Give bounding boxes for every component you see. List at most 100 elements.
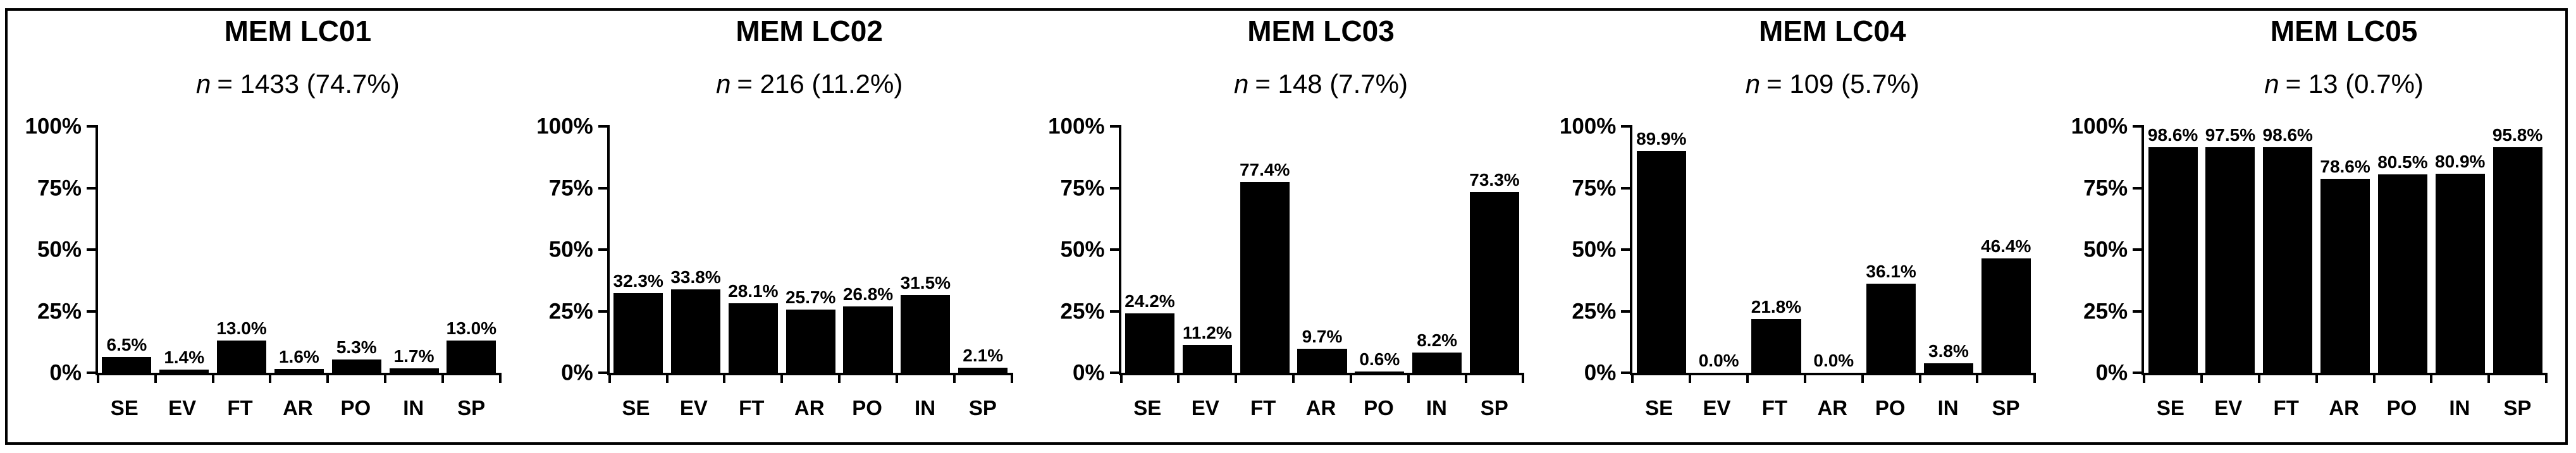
x-axis-tick: [1976, 373, 1979, 383]
n-count-text: = 216 (11.2%): [737, 69, 903, 99]
x-axis-label: EV: [1191, 396, 1219, 420]
n-count-text: = 109 (5.7%): [1766, 69, 1920, 99]
bar-value-label: 0.6%: [1359, 349, 1400, 369]
y-axis-tick: [1621, 310, 1633, 313]
x-axis-labels: SE EV FT AR PO IN SP: [607, 397, 1012, 418]
chart-title: MEM LC01: [224, 15, 372, 47]
bar-value-label: 2.1%: [963, 345, 1004, 365]
x-axis-label: FT: [2273, 396, 2299, 420]
bar-value-label: 0.0%: [1813, 351, 1854, 370]
x-axis-tick: [1918, 373, 1921, 383]
bar-value-label: 31.5%: [900, 273, 951, 293]
y-axis-label: 75%: [37, 176, 82, 200]
panel-mem-lc04: MEM LC04 n = 109 (5.7%) 100% 75% 50% 25% 0% 89.9…: [1542, 11, 2054, 442]
bar-slot: 9.7%: [1293, 126, 1351, 373]
y-axis-label: 75%: [1572, 176, 1617, 200]
bar-slot: 97.5%: [2202, 126, 2259, 373]
x-axis-label: FT: [739, 396, 765, 420]
plot-area: 100% 75% 50% 25% 0% 24.2% 11.2% 77.4% 9.7% 0.6% 8.…: [1048, 116, 1525, 384]
bar-slot: 0.6%: [1351, 126, 1408, 373]
x-axis-label: SE: [622, 396, 650, 420]
x-axis-tick: [1407, 373, 1410, 383]
bar-value-label: 13.0%: [446, 318, 497, 339]
bar-value-label: 73.3%: [1469, 170, 1520, 190]
bar: [447, 341, 496, 373]
x-axis-label: PO: [852, 396, 882, 420]
bar-slot: 28.1%: [724, 126, 782, 373]
n-symbol: n: [2264, 69, 2279, 99]
y-axis-label: 50%: [37, 237, 82, 262]
y-axis-label: 25%: [2083, 299, 2128, 323]
x-axis-label: PO: [2386, 396, 2417, 420]
bar-slot: 80.5%: [2374, 126, 2432, 373]
x-axis-tick: [1522, 373, 1525, 383]
x-axis-tick: [895, 373, 898, 383]
chart-title: MEM LC03: [1247, 15, 1395, 47]
bar: [728, 303, 778, 373]
bar-value-label: 8.2%: [1417, 330, 1458, 351]
bar-value-label: 25.7%: [785, 287, 836, 307]
n-count-text: = 148 (7.7%): [1255, 69, 1408, 99]
x-axis-tick: [1631, 373, 1634, 383]
x-axis-tick: [211, 373, 214, 383]
x-axis-label: SE: [110, 396, 139, 420]
x-axis-label: AR: [1817, 396, 1848, 420]
bar-slot: 5.3%: [328, 126, 385, 373]
bar: [274, 368, 324, 373]
bar-slot: 73.3%: [1466, 126, 1524, 373]
x-axis-tick: [780, 373, 784, 383]
x-axis-tick: [441, 373, 444, 383]
bar: [1981, 258, 2031, 373]
n-count-text: = 13 (0.7%): [2285, 69, 2424, 99]
y-axis-label: 100%: [1048, 114, 1105, 139]
y-axis-tick: [1621, 248, 1633, 251]
bar-slot: 8.2%: [1408, 126, 1466, 373]
bar-value-label: 33.8%: [670, 267, 721, 287]
bar-value-label: 77.4%: [1239, 160, 1290, 180]
x-axis-label: AR: [1305, 396, 1336, 420]
y-axis-tick: [1109, 371, 1121, 374]
chart-subtitle: n = 148 (7.7%): [1119, 71, 1524, 97]
bar: [2320, 179, 2370, 373]
chart-title: MEM LC05: [2270, 15, 2418, 47]
x-axis-label: IN: [1937, 396, 1959, 420]
bar: [901, 295, 951, 373]
bar-value-label: 32.3%: [613, 271, 663, 291]
bar-slot: 31.5%: [897, 126, 954, 373]
chart-title: MEM LC04: [1758, 15, 1906, 47]
x-axis-label: SP: [2503, 396, 2532, 420]
y-axis-label: 25%: [1060, 299, 1105, 323]
panel-mem-lc01: MEM LC01 n = 1433 (74.7%) 100% 75% 50% 25% 0% 6.…: [8, 11, 519, 442]
n-count-text: = 1433 (74.7%): [217, 69, 400, 99]
y-axis-label: 25%: [548, 299, 593, 323]
x-axis-label: FT: [1761, 396, 1788, 420]
bar: [786, 309, 835, 373]
x-axis-label: FT: [1250, 396, 1276, 420]
bar: [1412, 353, 1462, 373]
x-axis-label: SE: [2156, 396, 2185, 420]
bar: [2493, 147, 2542, 373]
chart-title: MEM LC02: [736, 15, 883, 47]
charts-row: MEM LC01 n = 1433 (74.7%) 100% 75% 50% 25% 0% 6.…: [8, 11, 2565, 442]
x-axis-label: EV: [168, 396, 197, 420]
x-axis-tick: [1746, 373, 1749, 383]
x-axis-tick: [723, 373, 726, 383]
bar-slot: 1.4%: [156, 126, 213, 373]
bar-value-label: 1.6%: [278, 346, 319, 366]
x-axis-label: SP: [1480, 396, 1508, 420]
x-axis-label: PO: [1364, 396, 1394, 420]
y-axis-label: 100%: [2071, 114, 2128, 139]
y-axis-label: 50%: [548, 237, 593, 262]
bar: [613, 293, 663, 373]
y-axis-tick: [2133, 248, 2145, 251]
x-axis-tick: [154, 373, 157, 383]
bar-slot: 25.7%: [782, 126, 839, 373]
x-axis-tick: [1689, 373, 1692, 383]
y-axis-tick: [1621, 186, 1633, 190]
y-axis-label: 50%: [1572, 237, 1617, 262]
x-axis-label: AR: [794, 396, 825, 420]
bar-value-label: 3.8%: [1928, 341, 1969, 361]
y-axis-tick: [598, 186, 610, 190]
bar-value-label: 1.4%: [164, 347, 205, 367]
bar-slot: 13.0%: [443, 126, 500, 373]
